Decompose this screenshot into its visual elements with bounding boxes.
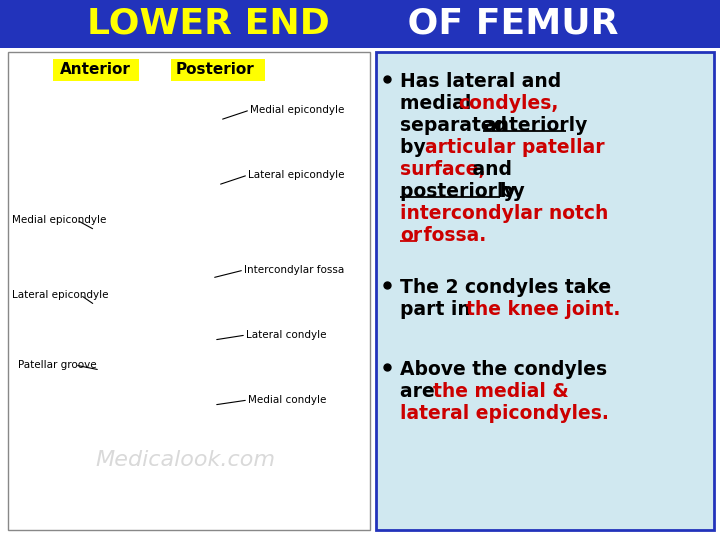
Bar xyxy=(8,52,370,530)
Text: the medial &: the medial & xyxy=(433,382,569,401)
Text: Above the condyles: Above the condyles xyxy=(400,360,607,379)
Text: are: are xyxy=(400,382,441,401)
Text: anteriorly: anteriorly xyxy=(483,116,588,135)
Text: Posterior: Posterior xyxy=(176,63,254,78)
Text: fossa.: fossa. xyxy=(417,226,486,245)
Text: Lateral epicondyle: Lateral epicondyle xyxy=(248,170,344,180)
Text: or: or xyxy=(400,226,422,245)
FancyBboxPatch shape xyxy=(53,59,139,81)
Text: Medial condyle: Medial condyle xyxy=(248,395,326,405)
Text: lateral epicondyles.: lateral epicondyles. xyxy=(400,404,609,423)
Text: Medial epicondyle: Medial epicondyle xyxy=(12,215,107,225)
Text: the knee joint.: the knee joint. xyxy=(467,300,621,319)
Text: articular patellar: articular patellar xyxy=(425,138,605,157)
Text: intercondylar notch: intercondylar notch xyxy=(400,204,608,223)
Text: condyles,: condyles, xyxy=(458,94,559,113)
Text: The 2 condyles take: The 2 condyles take xyxy=(400,278,611,297)
Text: separated: separated xyxy=(400,116,513,135)
Text: Has lateral and: Has lateral and xyxy=(400,72,562,91)
Text: Lateral condyle: Lateral condyle xyxy=(246,330,326,340)
Text: medial: medial xyxy=(400,94,478,113)
FancyBboxPatch shape xyxy=(171,59,265,81)
Text: Anterior: Anterior xyxy=(60,63,130,78)
Bar xyxy=(376,52,714,530)
Text: Lateral epicondyle: Lateral epicondyle xyxy=(12,290,109,300)
Text: Medial epicondyle: Medial epicondyle xyxy=(250,105,344,115)
Text: Medicalook.com: Medicalook.com xyxy=(95,450,275,470)
Text: part in: part in xyxy=(400,300,477,319)
Text: and: and xyxy=(467,160,513,179)
Text: LOWER END: LOWER END xyxy=(86,7,329,41)
Text: OF FEMUR: OF FEMUR xyxy=(395,7,618,41)
Text: surface,: surface, xyxy=(400,160,485,179)
Text: by: by xyxy=(400,138,432,157)
Text: by: by xyxy=(500,182,526,201)
Text: posteriorly: posteriorly xyxy=(400,182,522,201)
Bar xyxy=(0,0,720,48)
Text: Intercondylar fossa: Intercondylar fossa xyxy=(244,265,344,275)
Text: Patellar groove: Patellar groove xyxy=(18,360,96,370)
